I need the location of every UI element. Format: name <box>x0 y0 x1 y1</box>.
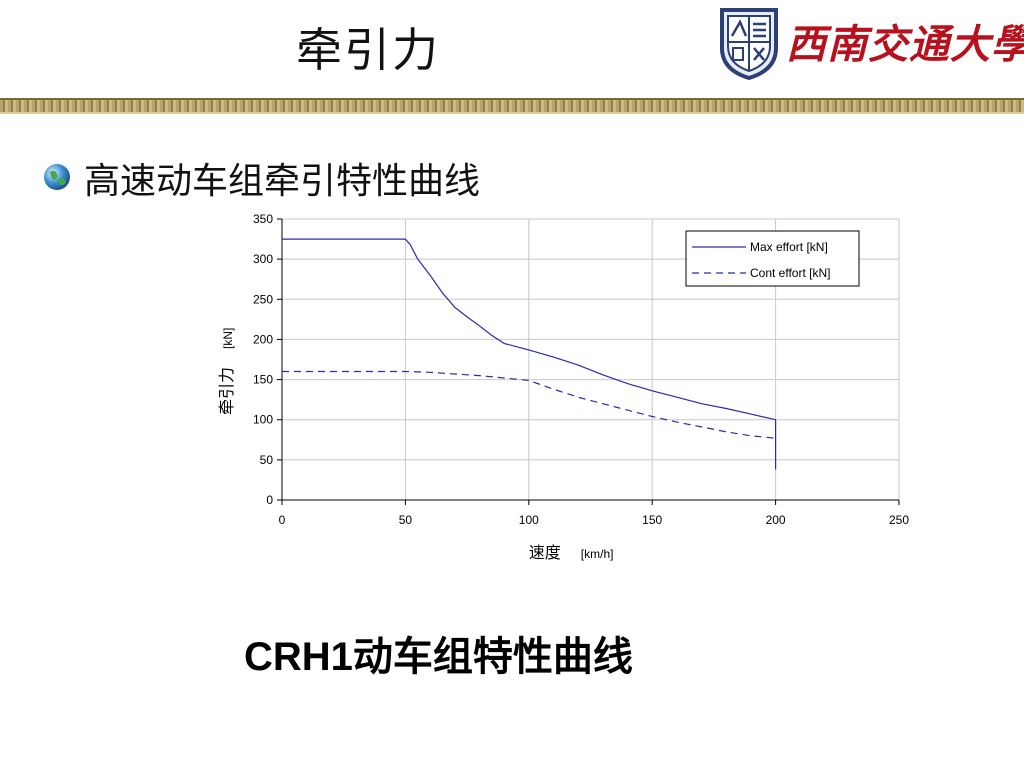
y-axis-unit: [kN] <box>221 328 235 349</box>
legend-label: Max effort [kN] <box>750 240 828 254</box>
chart-caption: CRH1动车组特性曲线 <box>244 624 633 682</box>
y-axis-title-group: 牵引力 [kN] <box>217 328 236 415</box>
caption-model: CRH1 <box>244 635 353 679</box>
slide-title: 牵引力 <box>296 23 440 77</box>
globe-bullet-icon <box>44 164 70 190</box>
y-tick-label: 0 <box>266 493 273 507</box>
y-tick-label: 200 <box>253 332 273 346</box>
legend-label: Cont effort [kN] <box>750 266 830 280</box>
y-tick-label: 350 <box>253 212 273 226</box>
traction-chart: 0 50 100 150 200 250 300 350 0 50 100 150 200 250 速度 [k… <box>217 212 909 562</box>
y-tick-label: 250 <box>253 292 273 306</box>
x-tick-label: 250 <box>889 513 909 527</box>
bullet-text: 高速动车组牵引特性曲线 <box>84 161 481 202</box>
legend-box <box>685 230 860 287</box>
x-tick-label: 150 <box>642 513 662 527</box>
y-tick-label: 50 <box>260 453 274 467</box>
university-seal-icon <box>720 8 778 80</box>
y-tick-label: 100 <box>253 413 273 427</box>
y-axis-title: 牵引力 <box>217 367 236 415</box>
header-divider <box>0 98 1024 114</box>
x-axis-unit: [km/h] <box>581 547 614 561</box>
y-tick-label: 150 <box>253 373 273 387</box>
x-tick-label: 100 <box>519 513 539 527</box>
series-line-max-effort <box>282 238 777 470</box>
university-name: 西南交通大學 <box>786 21 1024 68</box>
x-tick-label: 0 <box>279 513 286 527</box>
x-axis-title: 速度 <box>529 543 561 562</box>
x-tick-label: 50 <box>399 513 413 527</box>
series-line-cont-effort <box>282 370 776 439</box>
university-logo: 西南交通大學 <box>716 4 1024 82</box>
y-tick-label: 300 <box>253 252 273 266</box>
x-tick-label: 200 <box>766 513 786 527</box>
caption-text: 动车组特性曲线 <box>352 634 633 680</box>
